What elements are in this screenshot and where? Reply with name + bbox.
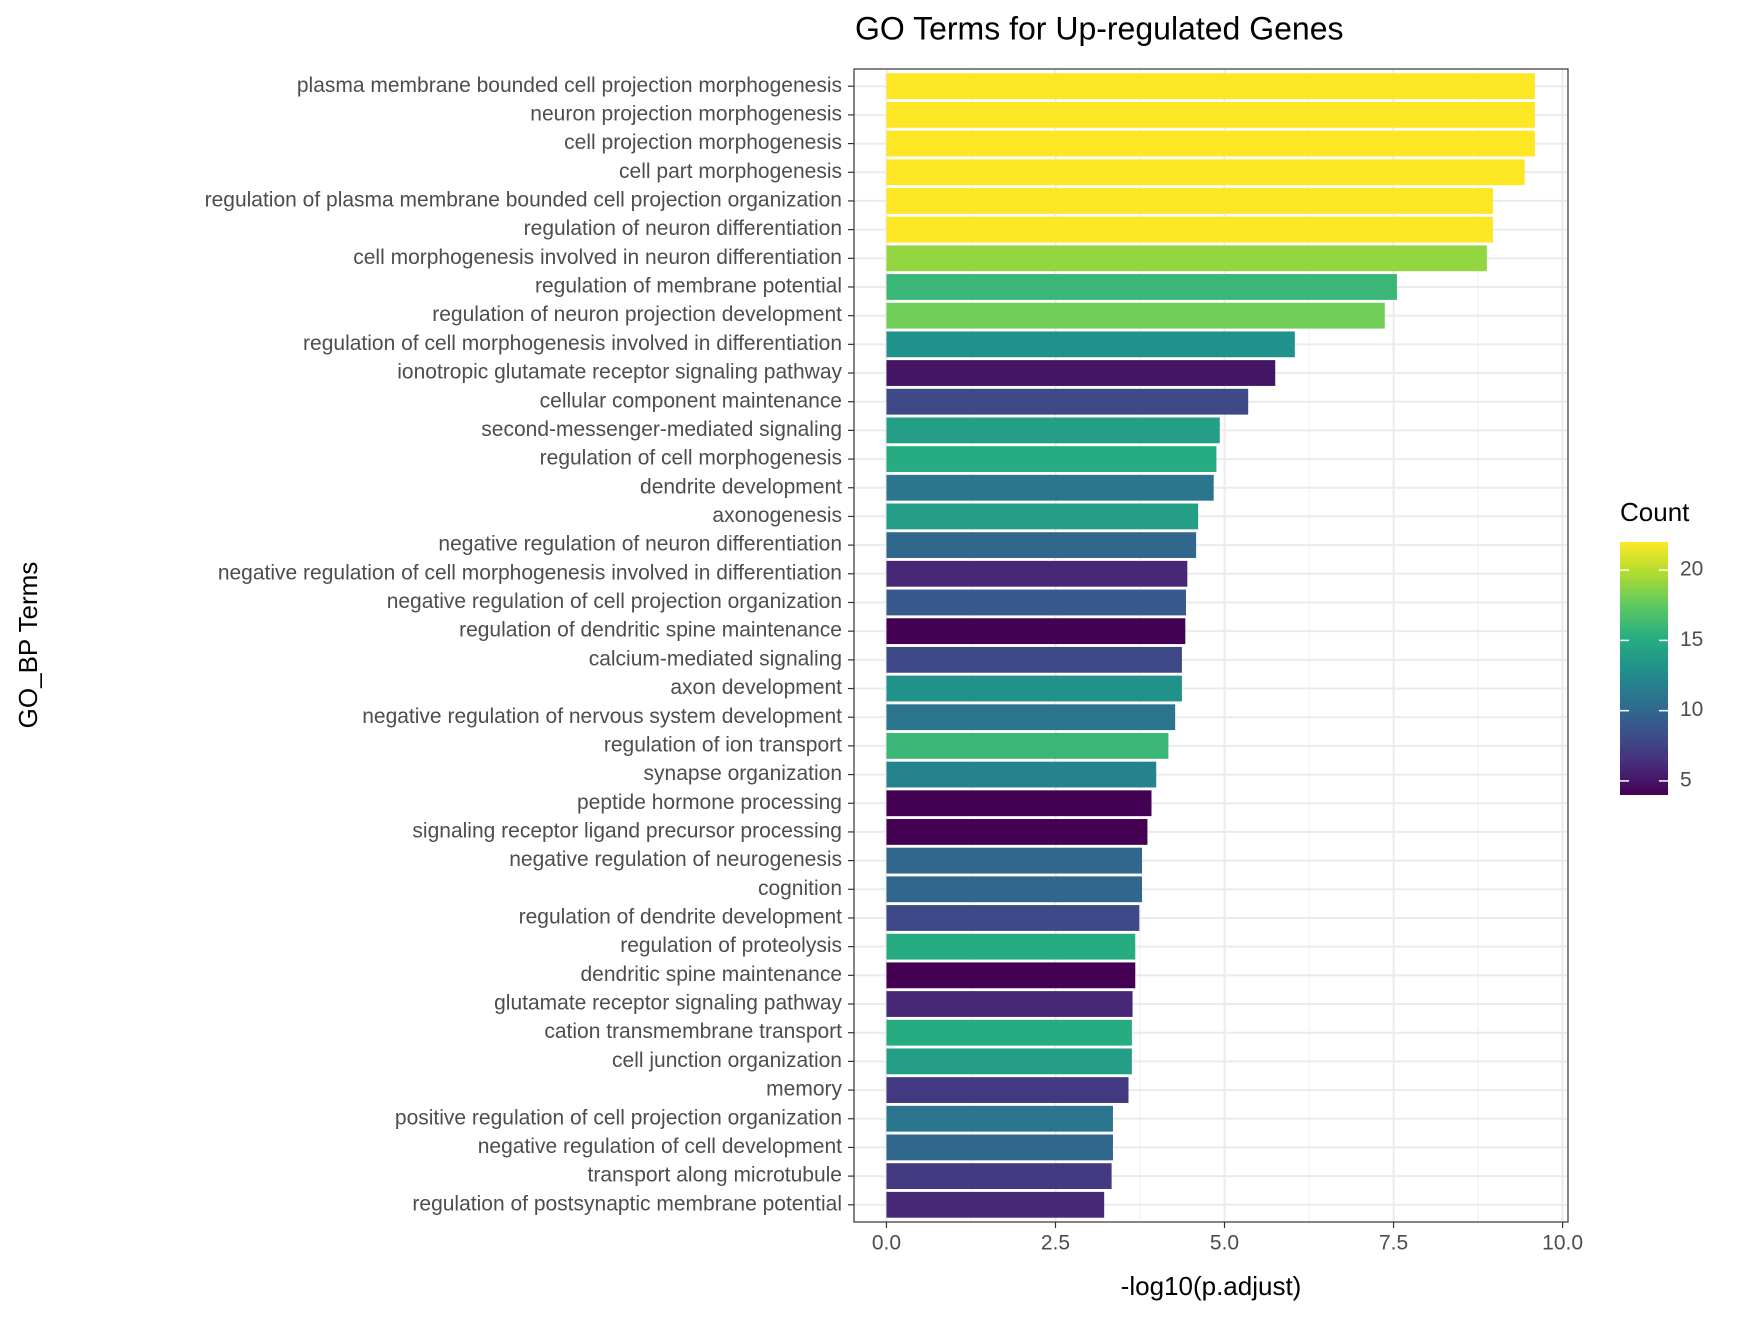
bar [886,1163,1112,1190]
bar [886,646,1182,673]
bar [886,1048,1132,1075]
bar [886,847,1143,874]
bar [886,360,1276,386]
y-tick-label: dendritic spine maintenance [581,963,843,986]
x-axis-title: -log10(p.adjust) [1121,1271,1302,1301]
x-tick-label: 7.5 [1379,1232,1408,1255]
y-tick-label: regulation of plasma membrane bounded ce… [205,188,842,211]
y-tick-label: regulation of cell morphogenesis involve… [303,332,842,355]
y-tick-label: negative regulation of cell projection o… [387,590,842,613]
plot-border [853,68,1569,1223]
bar [886,331,1295,358]
bar [886,761,1157,788]
x-tick-label: 2.5 [1041,1232,1070,1255]
colorbar-label: 15 [1680,628,1703,651]
y-tick-label: negative regulation of nervous system de… [362,705,842,728]
bar [886,388,1249,415]
y-tick-label: negative regulation of cell morphogenesi… [218,561,842,584]
colorbar-label: 5 [1680,768,1692,791]
y-tick-label: regulation of cell morphogenesis [540,447,842,470]
bar [886,1191,1105,1218]
y-axis-title: GO_BP Terms [13,562,43,729]
x-tick-label: 0.0 [872,1232,901,1255]
y-tick-label: regulation of dendritic spine maintenanc… [459,619,842,642]
y-tick-label: cell part morphogenesis [619,160,842,183]
y-tick-label: positive regulation of cell projection o… [395,1106,842,1129]
bar [886,1019,1132,1046]
y-tick-label: negative regulation of cell development [478,1135,842,1158]
colorbar [1620,542,1668,795]
y-tick-label: cell morphogenesis involved in neuron di… [353,246,842,269]
bar [886,1105,1113,1132]
y-tick-label: cell junction organization [612,1049,842,1072]
bar [886,618,1186,645]
y-tick-label: signaling receptor ligand precursor proc… [412,819,842,842]
bar [886,417,1220,444]
bar [886,1077,1129,1103]
y-tick-label: negative regulation of neurogenesis [509,848,842,871]
bar [886,819,1148,845]
x-tick-label: 5.0 [1210,1232,1239,1255]
bar [886,73,1535,100]
bar [886,704,1176,731]
bar [886,675,1182,702]
y-tick-label: regulation of neuron projection developm… [432,303,842,326]
y-tick-label: axonogenesis [712,504,842,527]
y-tick-label: regulation of neuron differentiation [524,217,842,240]
y-tick-label: peptide hormone processing [577,791,842,814]
colorbar-label: 20 [1680,558,1703,581]
y-tick-label: negative regulation of neuron differenti… [438,533,842,556]
bar [886,503,1199,530]
bar [886,245,1487,272]
bar [886,905,1140,931]
y-tick-label: dendrite development [640,475,842,498]
y-tick-label: transport along microtubule [588,1164,842,1187]
bar [886,790,1152,817]
x-tick-label: 10.0 [1542,1232,1583,1255]
y-tick-label: regulation of postsynaptic membrane pote… [412,1192,842,1215]
legend-title: Count [1620,497,1690,527]
y-tick-label: regulation of proteolysis [620,934,842,957]
y-tick-label: ionotropic glutamate receptor signaling … [397,361,842,384]
y-tick-label: synapse organization [644,762,842,785]
bar [886,474,1214,501]
y-tick-label: neuron projection morphogenesis [530,102,842,125]
chart-title: GO Terms for Up-regulated Genes [855,10,1344,46]
bar [886,589,1186,616]
bar [886,274,1397,300]
colorbar-label: 10 [1680,698,1703,721]
y-tick-label: cognition [758,877,842,900]
bar [886,991,1133,1017]
bar [886,532,1197,559]
bar [886,446,1217,472]
bar [886,130,1535,157]
y-tick-label: memory [766,1078,842,1101]
y-tick-label: calcium-mediated signaling [589,647,842,670]
y-tick-label: cation transmembrane transport [544,1020,842,1043]
bar [886,159,1525,186]
y-tick-label: glutamate receptor signaling pathway [494,992,842,1015]
bar [886,1134,1113,1161]
y-tick-label: second-messenger-mediated signaling [481,418,842,441]
bar [886,188,1493,214]
bar [886,101,1535,128]
bar [886,933,1136,960]
bar [886,732,1169,759]
y-tick-label: regulation of membrane potential [535,275,842,298]
y-tick-label: axon development [670,676,842,699]
bar [886,962,1136,989]
y-tick-label: regulation of ion transport [604,733,842,756]
bar [886,560,1188,587]
y-tick-label: cell projection morphogenesis [564,131,842,154]
bar [886,876,1143,903]
y-tick-label: plasma membrane bounded cell projection … [297,74,842,97]
bar [886,302,1385,329]
y-tick-label: cellular component maintenance [540,389,842,412]
y-tick-label: regulation of dendrite development [519,906,843,929]
bar [886,216,1493,243]
